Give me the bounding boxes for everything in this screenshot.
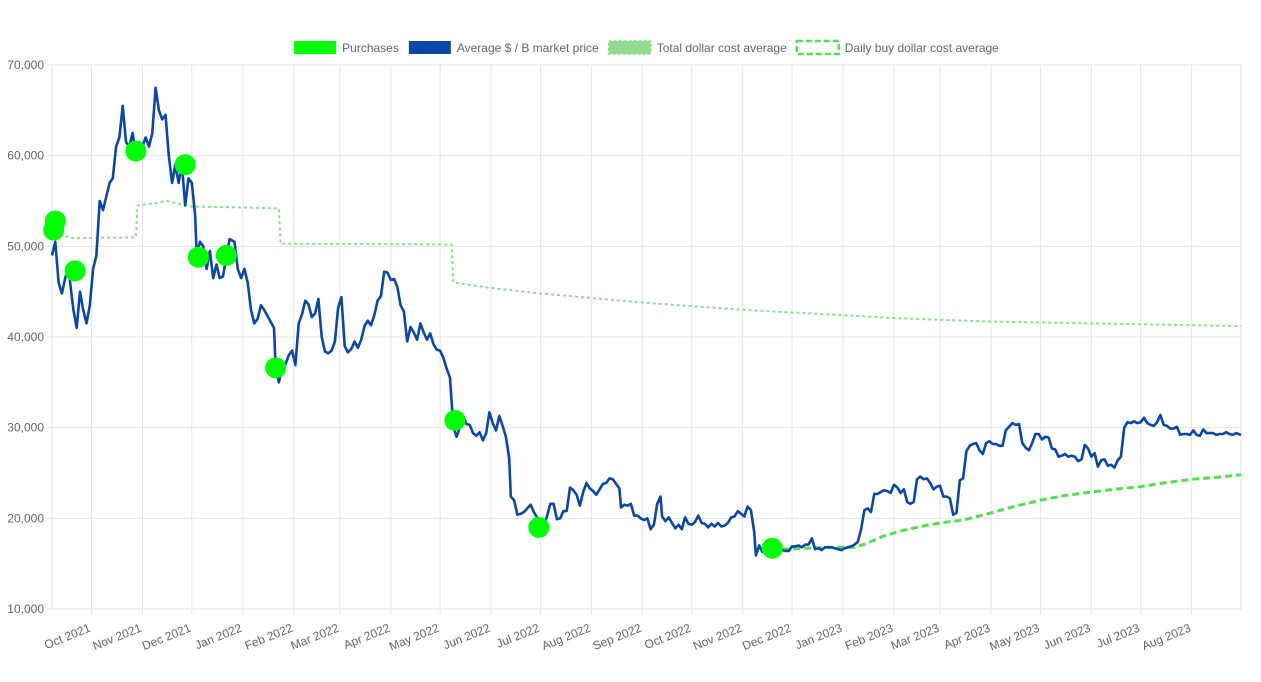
x-tick-label: Jan 2022 bbox=[193, 621, 244, 653]
x-tick-label: Oct 2022 bbox=[642, 621, 693, 652]
grid bbox=[51, 64, 1242, 614]
purchase-point bbox=[265, 357, 287, 379]
legend: Purchases Average $ / B market price Total… bbox=[294, 39, 999, 56]
y-axis: 10,000 20,000 30,000 40,000 50,000 60,000 70,0… bbox=[7, 58, 52, 616]
x-tick-label: Oct 2021 bbox=[42, 621, 93, 652]
x-tick-label: Feb 2022 bbox=[243, 621, 296, 653]
x-tick-label: Jun 2023 bbox=[1041, 621, 1092, 653]
y-tick-label: 50,000 bbox=[7, 239, 44, 253]
y-tick-label: 10,000 bbox=[7, 602, 44, 616]
y-tick-label: 70,000 bbox=[7, 58, 44, 72]
legend-label: Total dollar cost average bbox=[657, 41, 787, 55]
purchase-point bbox=[444, 409, 466, 431]
purchase-point bbox=[174, 154, 196, 176]
purchase-point bbox=[215, 244, 237, 266]
y-tick-label: 40,000 bbox=[7, 330, 44, 344]
legend-label: Average $ / B market price bbox=[457, 41, 599, 55]
purchase-point bbox=[761, 537, 783, 559]
y-tick-label: 60,000 bbox=[7, 149, 44, 163]
x-tick-label: Nov 2022 bbox=[691, 621, 744, 653]
x-tick-label: Dec 2021 bbox=[140, 621, 193, 653]
legend-swatch bbox=[294, 41, 337, 54]
series-line-daily-buy-dollar-cost-average bbox=[782, 473, 1242, 551]
purchase-point bbox=[125, 140, 147, 162]
series-line-total-dollar-cost-average bbox=[52, 200, 1242, 328]
x-tick-label: May 2023 bbox=[987, 621, 1041, 654]
x-tick-label: Jul 2022 bbox=[494, 621, 542, 651]
purchase-points bbox=[43, 140, 783, 559]
legend-label: Daily buy dollar cost average bbox=[845, 41, 999, 55]
legend-swatch bbox=[795, 39, 841, 56]
legend-swatch bbox=[607, 40, 652, 55]
x-tick-label: Jan 2023 bbox=[793, 621, 844, 653]
purchase-point bbox=[187, 246, 209, 268]
purchase-point bbox=[528, 516, 550, 538]
purchase-point bbox=[43, 219, 65, 241]
y-tick-label: 20,000 bbox=[7, 511, 44, 525]
x-tick-label: Apr 2023 bbox=[942, 621, 993, 652]
x-tick-label: Mar 2022 bbox=[289, 621, 342, 653]
x-tick-label: May 2022 bbox=[387, 621, 441, 654]
series-layer bbox=[50, 86, 1242, 558]
x-tick-label: Apr 2022 bbox=[341, 621, 392, 652]
x-tick-label: Jun 2022 bbox=[441, 621, 492, 653]
x-tick-label: Nov 2021 bbox=[91, 621, 144, 653]
x-tick-label: Mar 2023 bbox=[889, 621, 942, 653]
x-tick-label: Aug 2023 bbox=[1140, 621, 1193, 653]
y-tick-label: 30,000 bbox=[7, 421, 44, 435]
x-tick-label: Dec 2022 bbox=[740, 621, 793, 653]
legend-label: Purchases bbox=[342, 41, 399, 55]
purchase-point bbox=[64, 260, 86, 282]
series-line-average-b-market-price bbox=[50, 86, 1242, 558]
x-tick-label: Aug 2022 bbox=[540, 621, 593, 653]
x-tick-label: Sep 2022 bbox=[591, 621, 644, 653]
legend-swatch bbox=[408, 41, 451, 54]
x-tick-label: Jul 2023 bbox=[1094, 621, 1142, 651]
x-tick-label: Feb 2023 bbox=[843, 621, 896, 653]
